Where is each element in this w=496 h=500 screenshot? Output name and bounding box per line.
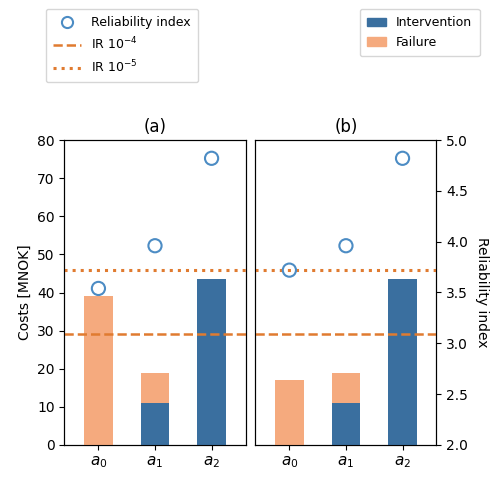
Bar: [197, 279, 226, 445]
Y-axis label: Reliability index: Reliability index: [475, 238, 489, 348]
Bar: [332, 372, 360, 403]
Bar: [388, 279, 417, 445]
Point: [94, 284, 102, 292]
Point: [399, 154, 407, 162]
Bar: [332, 403, 360, 445]
Bar: [141, 403, 169, 445]
Title: (a): (a): [143, 118, 167, 136]
Point: [151, 242, 159, 250]
Bar: [275, 380, 304, 445]
Bar: [84, 296, 113, 445]
Point: [342, 242, 350, 250]
Point: [285, 266, 293, 274]
Legend: Reliability index, IR $10^{-4}$, IR $10^{-5}$: Reliability index, IR $10^{-4}$, IR $10^…: [46, 8, 198, 83]
Point: [208, 154, 216, 162]
Bar: [141, 372, 169, 403]
Legend: Intervention, Failure: Intervention, Failure: [360, 8, 480, 56]
Y-axis label: Costs [MNOK]: Costs [MNOK]: [17, 244, 32, 340]
Title: (b): (b): [334, 118, 358, 136]
